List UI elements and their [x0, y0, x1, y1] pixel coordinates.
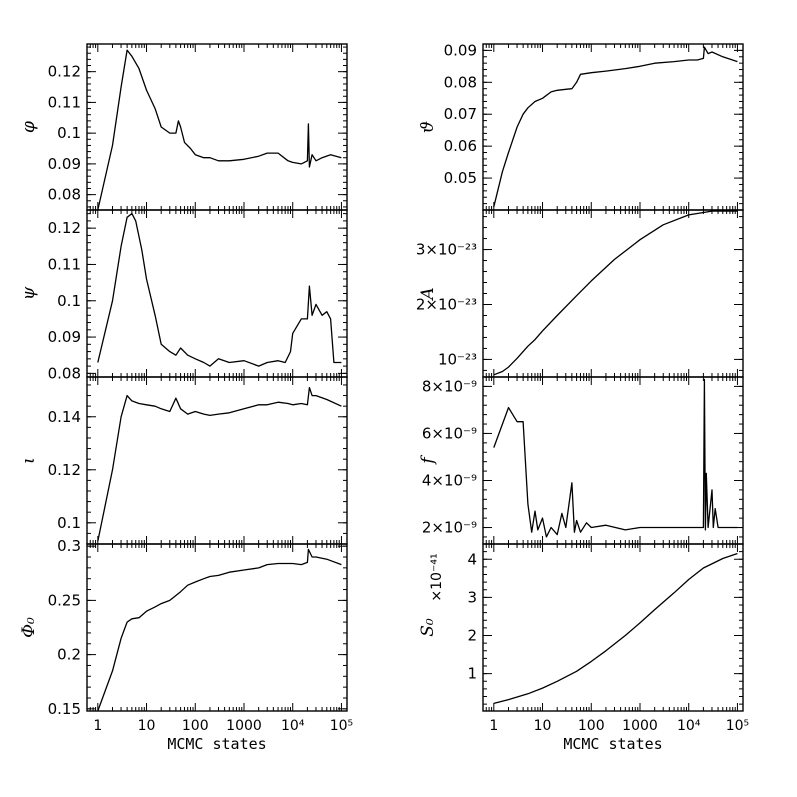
y-tick-label: 3 [467, 588, 477, 606]
y-axis-label: A [418, 287, 438, 301]
y-tick-label: 3×10⁻²³ [416, 241, 477, 259]
y-tick-label: 0.1 [57, 514, 81, 532]
trace-line-0 [97, 548, 342, 712]
y-tick-label: 0.12 [48, 219, 81, 237]
x-tick-label: 10 [534, 718, 552, 734]
y-axis-label: f [418, 455, 438, 466]
x-tick-label: 1 [93, 718, 102, 734]
panel-frame [482, 43, 744, 211]
trace-line-0 [97, 49, 342, 211]
panel-grid: 0.080.090.10.110.12φ0.080.090.10.110.12ψ… [19, 41, 749, 753]
x-tick-label: 100 [182, 718, 209, 734]
y-tick-label: 0.09 [444, 41, 477, 59]
y-tick-label: 0.09 [48, 328, 81, 346]
x-tick-label: 1000 [622, 718, 658, 734]
y-tick-label: 0.25 [48, 591, 81, 609]
y-tick-label: 0.11 [48, 255, 81, 273]
y-tick-label: 0.12 [48, 63, 81, 81]
x-tick-label: 10⁵ [726, 718, 749, 734]
panel-4: 0.05 0.06 0.07 0.08 0.09 ϑ [418, 41, 744, 211]
panel-1: 0.08 0.09 0.1 0.11 0.12 ψ [19, 209, 348, 382]
panel-7: 1 2 3 4 1 10 100 1000 10⁴ 10⁵ MCMC states S₀ ×10⁻⁴¹ [418, 543, 749, 753]
x-tick-label: 10 [138, 718, 156, 734]
x-tick-label: 10⁵ [330, 718, 353, 734]
y-tick-label: 2×10⁻⁹ [422, 519, 477, 537]
y-tick-label: 0.07 [444, 105, 477, 123]
y-tick-label: 2 [467, 627, 477, 645]
panel-2: 0.1 0.12 0.14 ι [19, 376, 348, 545]
x-axis-label: MCMC states [563, 735, 662, 753]
y-tick-label: 0.09 [48, 155, 81, 173]
y-tick-label: 2×10⁻²³ [416, 295, 477, 313]
panel-5: 10⁻²³ 2×10⁻²³ 3×10⁻²³ A [416, 209, 744, 378]
y-tick-label: 0.05 [444, 169, 477, 187]
y-tick-label: 0.06 [444, 137, 477, 155]
y-tick-label: 1 [467, 665, 477, 683]
panel-frame [482, 543, 744, 712]
x-tick-label: 10⁴ [677, 718, 701, 734]
panel-0: 0.08 0.09 0.1 0.11 0.12 φ [19, 43, 348, 211]
y-axis-label: ψ [19, 286, 39, 300]
panel-6: 2×10⁻⁹ 4×10⁻⁹ 6×10⁻⁹ 8×10⁻⁹ f [418, 376, 744, 545]
y-tick-label: 0.08 [444, 73, 477, 91]
y-tick-label: 0.11 [48, 93, 81, 111]
panel-3: 0.15 0.2 0.25 0.3 1 10 100 1000 10⁴ 10⁵ MCMC state… [19, 537, 353, 753]
panel-frame [86, 543, 348, 712]
trace-line-0 [493, 378, 738, 538]
y-tick-label: 4 [467, 550, 477, 568]
trace-line-0 [493, 210, 738, 376]
y-tick-label: 0.2 [57, 646, 81, 664]
y-tick-label: 0.08 [48, 364, 81, 382]
y-tick-label: 6×10⁻⁹ [422, 424, 477, 442]
trace-line-0 [97, 212, 342, 367]
x-axis-label: MCMC states [167, 735, 266, 753]
trace-line-0 [493, 552, 738, 705]
x-tick-label: 1000 [226, 718, 262, 734]
y-axis-label: φ [19, 121, 39, 133]
trace-line-0 [493, 46, 738, 207]
panel-frame [86, 209, 348, 378]
trace-line-0 [97, 386, 342, 542]
y-axis-label: ϑ [418, 121, 438, 133]
x-tick-label: 1 [489, 718, 498, 734]
x-tick-label: 100 [578, 718, 605, 734]
x-tick-label: 10⁴ [281, 718, 305, 734]
y-tick-label: 0.15 [48, 700, 81, 718]
y-tick-label: 0.08 [48, 186, 81, 204]
y-tick-label: 10⁻²³ [438, 350, 477, 368]
y-axis-label: S₀ [418, 618, 438, 637]
y-axis-label: Φ₀ [19, 617, 39, 638]
y-tick-label: 4×10⁻⁹ [422, 471, 477, 489]
y-axis-factor: ×10⁻⁴¹ [429, 553, 445, 601]
y-tick-label: 0.14 [48, 408, 81, 426]
y-tick-label: 0.1 [57, 292, 81, 310]
y-tick-label: 0.3 [57, 537, 81, 555]
y-tick-label: 8×10⁻⁹ [422, 377, 477, 395]
y-axis-label: ι [19, 457, 39, 464]
y-tick-label: 0.1 [57, 124, 81, 142]
y-tick-label: 0.12 [48, 461, 81, 479]
